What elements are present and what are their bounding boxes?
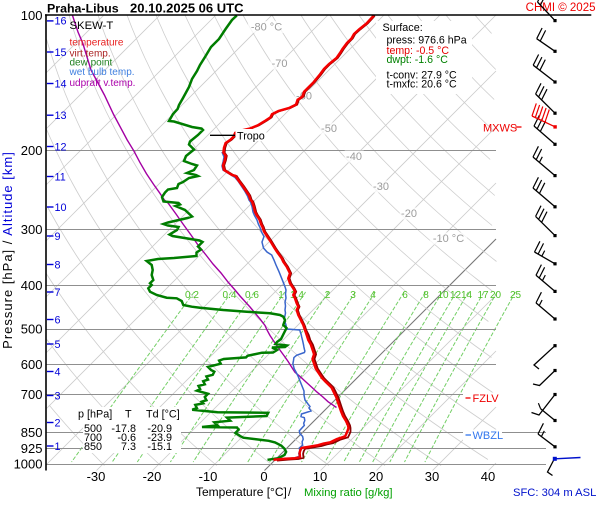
svg-text:temperature: temperature [70,38,124,49]
svg-text:300: 300 [21,222,43,237]
svg-text:dwpt: -1.6 °C: dwpt: -1.6 °C [387,54,449,66]
svg-text:-30: -30 [87,469,106,484]
svg-text:500: 500 [21,322,43,337]
svg-text:14: 14 [55,78,67,90]
svg-text:-17.8: -17.8 [111,423,136,435]
svg-text:t-conv: 27.9 °C: t-conv: 27.9 °C [387,69,458,81]
svg-text:700: 700 [84,432,102,444]
svg-text:Pressure [hPa] / Altitude [k: Pressure [hPa] / Altitude [km] [0,151,15,349]
svg-text:7: 7 [55,287,61,299]
svg-text:-70: -70 [272,58,288,70]
svg-text:200: 200 [21,143,43,158]
svg-text:0.2: 0.2 [185,290,199,301]
svg-text:15: 15 [55,47,67,59]
svg-text:udpraft v.temp.: udpraft v.temp. [70,78,136,89]
svg-text:850: 850 [84,441,102,453]
svg-text:20: 20 [369,469,383,484]
svg-text:6: 6 [402,290,408,301]
svg-text:-10: -10 [199,469,218,484]
svg-text:9: 9 [55,231,61,243]
svg-text:20.10.2025 06 UTC: 20.10.2025 06 UTC [130,1,244,16]
svg-text:6: 6 [55,314,61,326]
svg-text:Tropo: Tropo [237,131,265,143]
svg-text:1: 1 [55,441,61,453]
svg-text:Praha-Libus: Praha-Libus [47,2,119,16]
svg-text:700: 700 [21,387,43,402]
svg-text:-80 °C: -80 °C [251,22,282,34]
svg-text:500: 500 [84,423,102,435]
svg-text:12: 12 [450,290,462,301]
svg-text:7.3: 7.3 [121,441,136,453]
svg-text:8: 8 [55,259,61,271]
svg-text:17: 17 [477,290,489,301]
svg-text:30: 30 [425,469,439,484]
svg-text:FZLV: FZLV [473,393,500,405]
svg-text:1.4: 1.4 [290,290,304,301]
svg-text:3: 3 [55,390,61,402]
svg-text:2: 2 [55,417,61,429]
svg-text:100: 100 [21,8,43,23]
svg-text:t-mxfc: 20.6 °C: t-mxfc: 20.6 °C [387,79,458,91]
svg-text:temp: -0.5 °C: temp: -0.5 °C [387,45,450,57]
svg-text:CHMI © 2025: CHMI © 2025 [526,2,596,14]
svg-text:1: 1 [278,290,284,301]
svg-text:virt.temp.: virt.temp. [70,48,111,59]
svg-text:14: 14 [461,290,473,301]
svg-text:10: 10 [313,469,327,484]
svg-text:T: T [125,408,132,420]
svg-text:600: 600 [21,357,43,372]
svg-text:dew point: dew point [70,58,113,69]
svg-text:p [hPa]: p [hPa] [78,408,112,420]
svg-text:0: 0 [260,469,267,484]
svg-text:16: 16 [55,16,67,28]
svg-text:12: 12 [55,141,67,153]
svg-text:SFC: 304 m ASL: SFC: 304 m ASL [513,487,596,499]
svg-text:-23.9: -23.9 [147,432,172,444]
svg-text:925: 925 [21,441,43,456]
svg-text:3: 3 [350,290,356,301]
svg-text:-15.1: -15.1 [147,441,172,453]
svg-text:Mixing ratio [g/kg]: Mixing ratio [g/kg] [304,487,393,499]
svg-text:8: 8 [423,290,429,301]
svg-text:press: 976.6 hPa: press: 976.6 hPa [387,35,467,47]
svg-text:Td [°C]: Td [°C] [146,408,180,420]
svg-text:WBZL: WBZL [473,430,504,442]
svg-text:400: 400 [21,278,43,293]
svg-text:5: 5 [55,339,61,351]
svg-text:25: 25 [510,290,522,301]
svg-text:20: 20 [490,290,502,301]
svg-text:-20: -20 [401,208,417,220]
svg-text:-50: -50 [321,123,337,135]
svg-text:/: / [288,485,292,499]
svg-text:-30: -30 [373,181,389,193]
svg-text:0.4: 0.4 [223,290,237,301]
svg-text:-20: -20 [143,469,162,484]
svg-text:wet bulb temp.: wet bulb temp. [69,67,135,78]
svg-text:2: 2 [325,290,331,301]
svg-text:-10 °C: -10 °C [433,233,464,245]
svg-text:0.6: 0.6 [245,290,259,301]
svg-text:850: 850 [21,425,43,440]
svg-text:SKEW-T: SKEW-T [70,20,114,32]
svg-text:1000: 1000 [14,457,43,472]
svg-text:4: 4 [370,290,376,301]
svg-text:4: 4 [55,366,61,378]
svg-text:Temperature [°C]: Temperature [°C] [196,485,287,499]
svg-text:10: 10 [55,202,67,214]
svg-text:Surface:: Surface: [383,22,423,34]
svg-text:-0.6: -0.6 [117,432,136,444]
svg-text:MXWS: MXWS [483,123,517,135]
svg-text:-40: -40 [346,151,362,163]
svg-text:40: 40 [481,469,495,484]
svg-text:13: 13 [55,110,67,122]
svg-text:11: 11 [55,171,66,183]
svg-text:-20.9: -20.9 [147,423,172,435]
svg-text:10: 10 [437,290,449,301]
